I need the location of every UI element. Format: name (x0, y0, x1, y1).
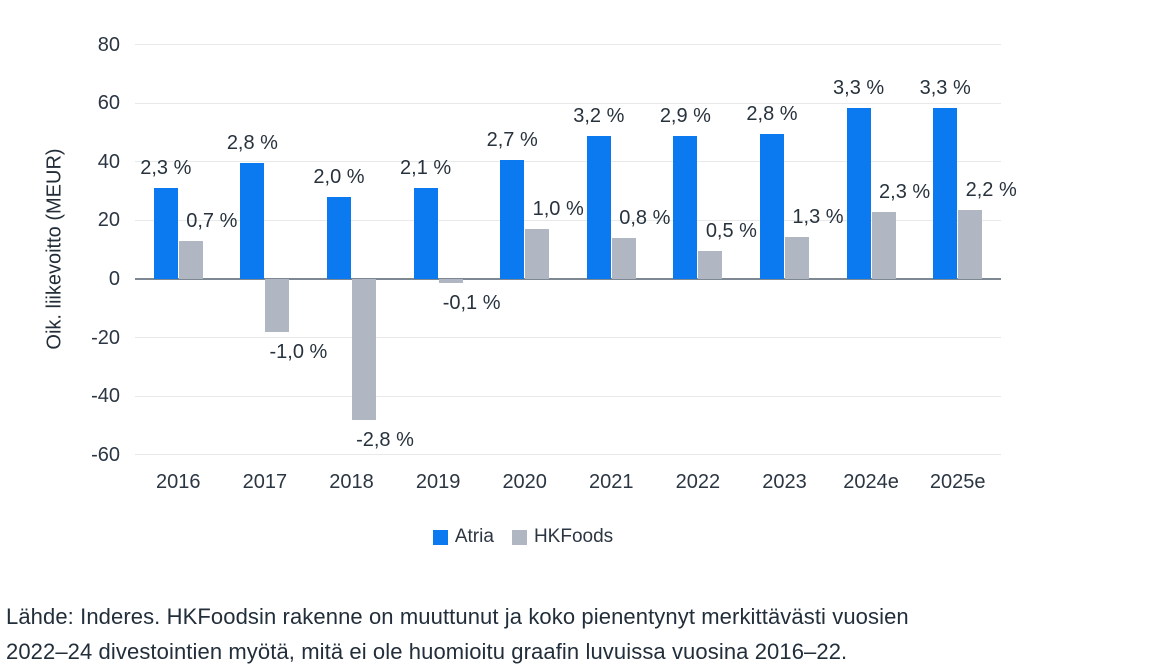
y-tick-label--40: -40 (91, 385, 120, 408)
bar-atria-2023 (760, 134, 784, 279)
legend-label-atria: Atria (454, 526, 494, 547)
x-tick-label-2019: 2019 (415, 471, 461, 493)
value-label-hkfoods-2023: 1,3 % (792, 205, 844, 228)
legend-item-hkfoods: HKFoods (511, 526, 614, 548)
bar-chart: Oik. liikevoitto (MEUR) 80 60 40 20 0 -20 -40 -… (43, 33, 1017, 493)
gridline-20 (135, 219, 1001, 221)
source-note-line-1: Lähde: Inderes. HKFoodsin rakenne on muu… (6, 604, 909, 629)
source-note: Lähde: Inderes. HKFoodsin rakenne on muu… (6, 599, 1156, 669)
bar-atria-2024e (846, 107, 871, 279)
x-tick-label-2023: 2023 (762, 471, 807, 493)
bar-atria-2021 (586, 135, 611, 279)
source-note-line-2: 2022–24 divestointien myötä, mitä ei ole… (6, 639, 848, 664)
bar-hkfoods-2018 (352, 279, 376, 420)
value-label-hkfoods-2016: 0,7 % (186, 209, 238, 232)
value-label-hkfoods-2017: -1,0 % (269, 340, 328, 363)
value-label-hkfoods-2022: 0,5 % (705, 220, 757, 243)
legend-item-atria: Atria (432, 526, 494, 548)
gridline--40 (135, 395, 1001, 397)
x-axis-line (135, 278, 1001, 280)
bar-hkfoods-2021 (611, 238, 636, 279)
bar-atria-2017 (240, 163, 265, 279)
x-tick-label-2021: 2021 (589, 471, 634, 493)
value-label-hkfoods-2024e: 2,3 % (879, 180, 931, 203)
x-tick-label-2024e: 2024e (843, 471, 899, 493)
bar-hkfoods-2025e (958, 210, 983, 279)
y-axis-title: Oik. liikevoitto (MEUR) (43, 148, 66, 350)
value-label-atria-2021: 3,2 % (573, 104, 625, 127)
bar-hkfoods-2020 (525, 229, 550, 279)
value-label-hkfoods-2021: 0,8 % (619, 207, 671, 229)
bar-hkfoods-2022 (698, 251, 723, 279)
value-label-atria-2017: 2,8 % (226, 132, 278, 155)
x-tick-label-2020: 2020 (502, 471, 547, 493)
value-label-atria-2016: 2,3 % (140, 157, 192, 180)
legend-label-hkfoods: HKFoods (533, 526, 614, 547)
value-label-atria-2019: 2,1 % (400, 157, 452, 180)
bar-hkfoods-2024e (871, 211, 896, 279)
bar-atria-2018 (327, 197, 351, 279)
gridline--60 (135, 454, 1001, 456)
bar-hkfoods-2017 (265, 279, 290, 332)
x-tick-label-2017: 2017 (242, 471, 288, 493)
value-label-hkfoods-2019: -0,1 % (442, 292, 501, 315)
bar-hkfoods-2016 (178, 240, 203, 279)
bar-atria-2022 (673, 135, 698, 279)
x-tick-label-2016: 2016 (156, 471, 201, 493)
value-label-atria-2024e: 3,3 % (833, 76, 885, 99)
y-tick-label-40: 40 (97, 150, 120, 173)
value-label-atria-2022: 2,9 % (659, 104, 711, 127)
bar-atria-2019 (413, 188, 438, 279)
value-label-hkfoods-2025e: 2,2 % (965, 179, 1017, 202)
y-tick-label--20: -20 (91, 326, 120, 349)
value-label-hkfoods-2018: -2,8 % (356, 428, 414, 451)
value-label-hkfoods-2020: 1,0 % (532, 198, 584, 221)
bar-atria-2025e (933, 107, 958, 279)
value-label-atria-2018: 2,0 % (313, 166, 365, 189)
y-tick-label--60: -60 (91, 443, 120, 466)
value-label-atria-2025e: 3,3 % (919, 76, 971, 99)
bar-hkfoods-2023 (785, 236, 809, 279)
legend: Atria HKFoods (0, 525, 1046, 549)
x-tick-label-2022: 2022 (675, 471, 721, 493)
x-tick-label-2025e: 2025e (929, 471, 986, 493)
y-tick-label-0: 0 (108, 268, 120, 290)
gridline-80 (135, 44, 1001, 46)
bar-atria-2016 (153, 188, 178, 279)
y-tick-label-80: 80 (97, 33, 120, 56)
gridline--20 (135, 337, 1001, 339)
gridline-40 (135, 161, 1001, 163)
value-label-atria-2023: 2,8 % (746, 103, 798, 126)
x-tick-label-2018: 2018 (329, 471, 374, 493)
hkfoods-swatch (511, 529, 527, 545)
y-tick-label-60: 60 (97, 92, 120, 115)
atria-swatch (432, 529, 448, 545)
value-label-atria-2020: 2,7 % (486, 129, 538, 152)
gridline-60 (135, 102, 1001, 104)
y-tick-label-20: 20 (97, 209, 120, 232)
bar-atria-2020 (500, 160, 525, 279)
bar-hkfoods-2019 (438, 279, 463, 284)
